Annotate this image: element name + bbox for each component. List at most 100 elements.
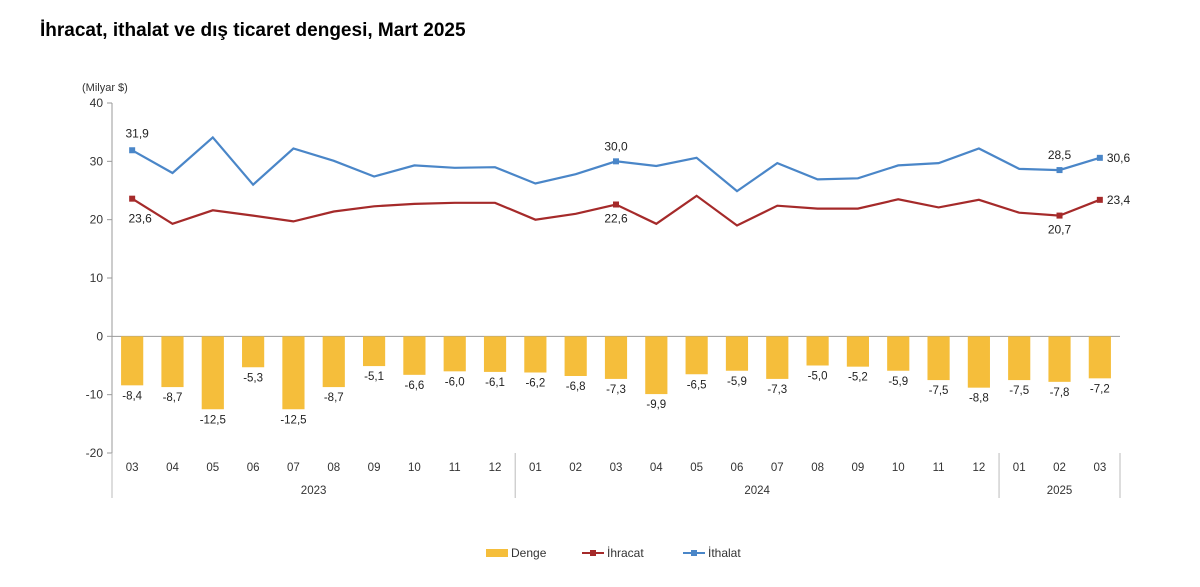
bar-denge xyxy=(1088,336,1111,379)
bar-data-label: -5,2 xyxy=(848,372,868,384)
line-data-label: 28,5 xyxy=(1048,148,1072,162)
bar-denge xyxy=(927,336,950,381)
line-data-label: 31,9 xyxy=(125,126,149,140)
chart-title: İhracat, ithalat ve dış ticaret dengesi,… xyxy=(40,20,466,41)
legend-swatch-marker xyxy=(691,550,697,556)
year-label: 2024 xyxy=(744,485,770,497)
bar-denge xyxy=(443,336,466,372)
bar-denge xyxy=(967,336,990,388)
marker-ihracat xyxy=(1096,196,1103,203)
bar-denge xyxy=(564,336,587,376)
bar-data-label: -9,9 xyxy=(646,399,666,411)
line-data-label: 20,7 xyxy=(1048,223,1072,237)
year-label: 2023 xyxy=(301,485,327,497)
x-tick-label: 05 xyxy=(206,462,219,474)
bar-denge xyxy=(362,336,386,367)
marker-ihracat xyxy=(1056,212,1063,219)
bar-data-label: -12,5 xyxy=(200,414,226,426)
x-tick-label: 01 xyxy=(1013,462,1026,474)
x-tick-label: 01 xyxy=(529,462,542,474)
bar-denge xyxy=(725,336,749,371)
x-tick-label: 12 xyxy=(489,462,502,474)
x-tick-label: 06 xyxy=(247,462,260,474)
data-labels-group: -8,4 -8,7 -12,5 -5,3 -12,5 -8,7 -5,1 -6,6 -6,0 -6… xyxy=(122,126,1130,426)
x-tick-label: 06 xyxy=(731,462,744,474)
bar-data-label: -7,5 xyxy=(1009,385,1029,397)
y-tick-label: 30 xyxy=(90,154,104,168)
bar-denge xyxy=(685,336,708,375)
bar-denge xyxy=(1048,336,1071,382)
bar-denge xyxy=(322,336,345,388)
x-tick-label: 08 xyxy=(811,462,824,474)
bar-data-label: -6,5 xyxy=(687,379,707,391)
bar-data-label: -5,0 xyxy=(808,371,828,383)
x-tick-label: 12 xyxy=(972,462,985,474)
x-tick-label: 09 xyxy=(368,462,381,474)
bar-data-label: -7,5 xyxy=(929,385,949,397)
y-tick-label: 40 xyxy=(90,96,104,110)
x-tick-label: 07 xyxy=(287,462,300,474)
legend-label: İhracat xyxy=(607,546,644,560)
y-tick-label: -20 xyxy=(86,446,104,460)
bar-denge xyxy=(483,336,507,372)
x-tick-label: 11 xyxy=(449,462,461,474)
line-data-label: 30,6 xyxy=(1107,151,1131,165)
legend-swatch-denge xyxy=(486,549,508,557)
lines-group xyxy=(129,135,1103,227)
marker-ithalat xyxy=(1096,154,1103,161)
bar-data-label: -12,5 xyxy=(280,414,306,426)
bar-denge xyxy=(645,336,668,395)
bar-data-label: -8,4 xyxy=(122,390,142,402)
marker-ihracat xyxy=(613,201,619,208)
bar-data-label: -5,9 xyxy=(727,376,747,388)
marker-ihracat xyxy=(129,195,136,202)
x-tick-label: 11 xyxy=(933,462,945,474)
bar-denge xyxy=(161,336,184,388)
bar-data-label: -5,3 xyxy=(243,372,263,384)
legend: Denge İhracat İthalat xyxy=(486,546,741,560)
year-label: 2025 xyxy=(1047,485,1073,497)
axes: -20 -10 0 10 20 30 40 xyxy=(86,96,1120,460)
x-tick-label: 10 xyxy=(892,462,905,474)
legend-label: Denge xyxy=(511,546,547,560)
legend-label: İthalat xyxy=(708,546,741,560)
legend-swatch-marker xyxy=(590,550,596,556)
y-unit-label: (Milyar $) xyxy=(82,82,128,94)
y-tick-label: -10 xyxy=(86,388,104,402)
marker-ithalat xyxy=(613,158,619,165)
x-tick-label: 05 xyxy=(690,462,703,474)
bar-data-label: -6,0 xyxy=(445,376,465,388)
bar-denge xyxy=(121,336,144,386)
bar-data-label: -5,1 xyxy=(364,371,384,383)
bar-data-label: -7,8 xyxy=(1050,387,1070,399)
x-tick-label: 02 xyxy=(1053,462,1066,474)
x-tick-label: 04 xyxy=(650,462,663,474)
x-tick-label: 04 xyxy=(166,462,179,474)
marker-ithalat xyxy=(1056,167,1063,174)
bar-denge xyxy=(1008,336,1031,381)
bar-data-label: -8,8 xyxy=(969,393,989,405)
bar-denge xyxy=(604,336,628,379)
bar-data-label: -7,2 xyxy=(1090,383,1110,395)
line-data-label: 30,0 xyxy=(604,139,628,153)
y-tick-label: 10 xyxy=(90,271,104,285)
bars-group xyxy=(121,336,1111,410)
bar-denge xyxy=(524,336,547,373)
x-tick-label: 08 xyxy=(327,462,340,474)
bar-data-label: -7,3 xyxy=(606,384,626,396)
x-tick-label: 03 xyxy=(126,462,139,474)
bar-denge xyxy=(403,336,426,375)
bar-denge xyxy=(887,336,910,371)
x-tick-label: 03 xyxy=(610,462,623,474)
x-axis: 03 04 05 06 07 08 09 10 11 12 01 02 03 04 05 06 07 08 09 10… xyxy=(111,453,1121,498)
y-tick-label: 0 xyxy=(96,329,103,343)
x-tick-label: 10 xyxy=(408,462,421,474)
bar-denge xyxy=(846,336,870,367)
bar-denge xyxy=(806,336,829,366)
x-tick-label: 09 xyxy=(852,462,865,474)
x-tick-label: 02 xyxy=(569,462,582,474)
line-data-label: 22,6 xyxy=(604,212,628,226)
bar-data-label: -7,3 xyxy=(767,384,787,396)
bar-data-label: -8,7 xyxy=(163,392,183,404)
